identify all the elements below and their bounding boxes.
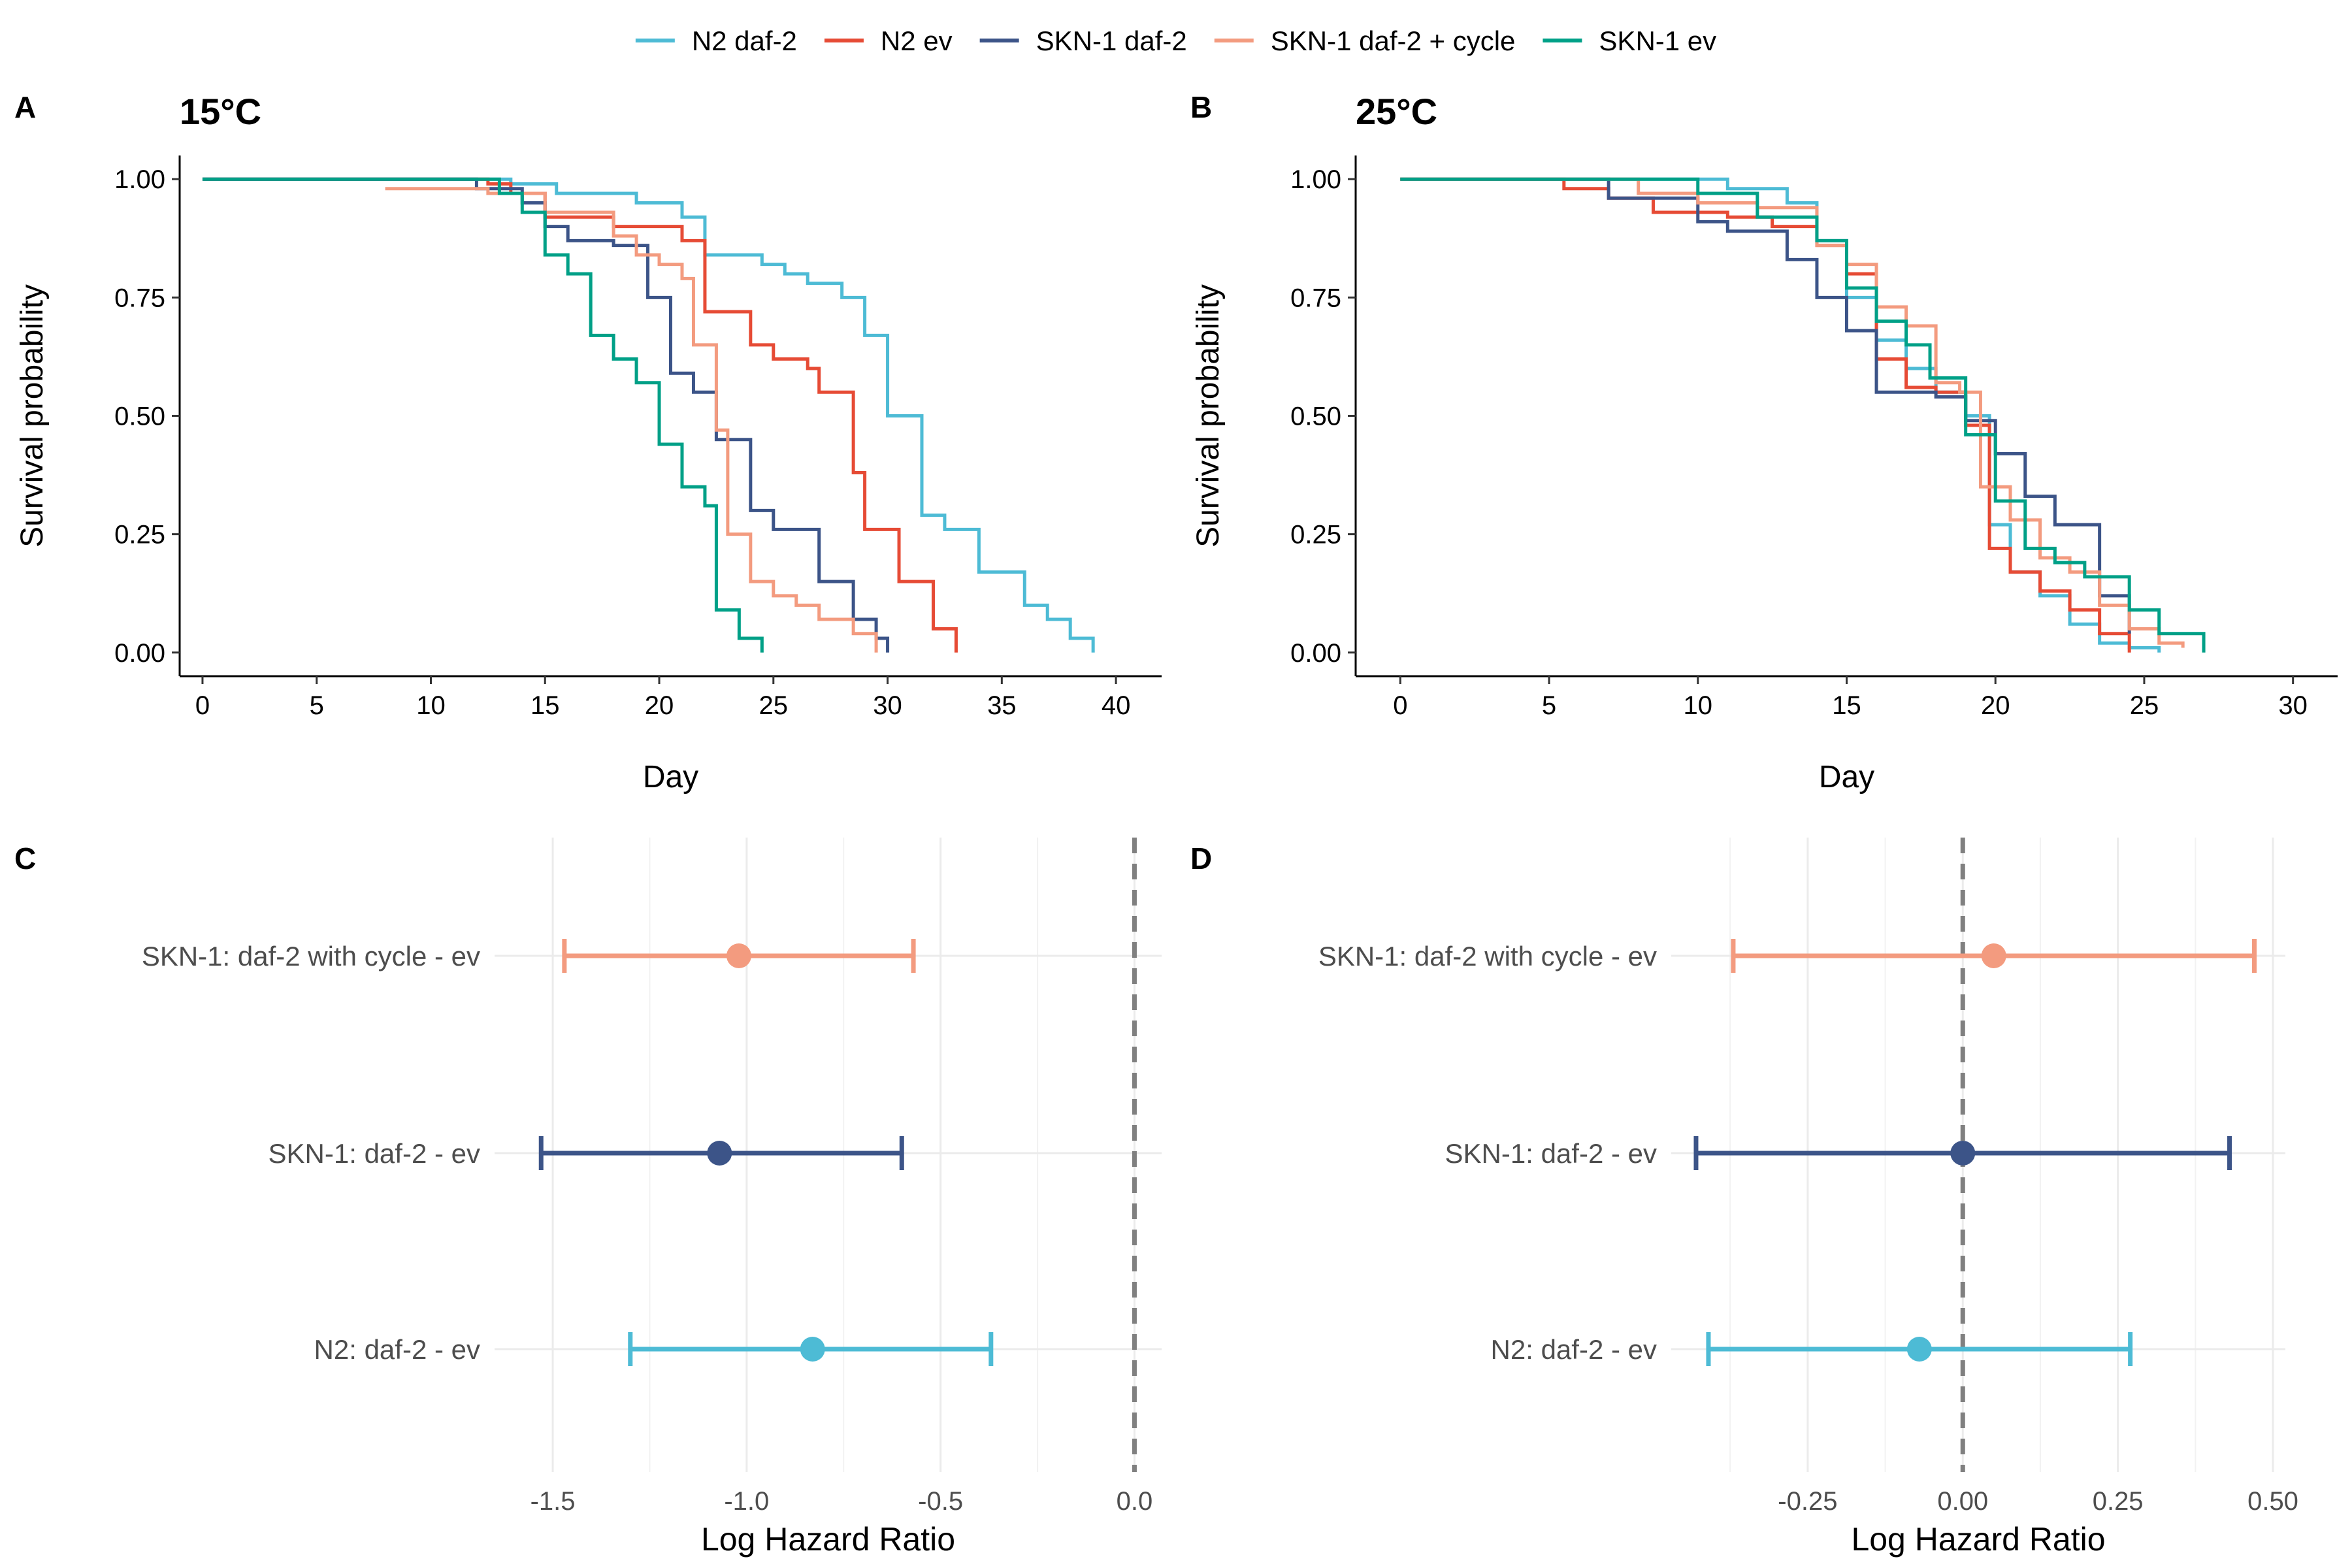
x-axis-title: Day (1819, 760, 1874, 794)
survival-curve-skn-1-ev (202, 177, 764, 653)
row-label-skn-1-daf-2-with-cycle-ev: SKN-1: daf-2 with cycle - ev (1318, 941, 1657, 972)
survival-curve-skn-1-daf-2 (1400, 177, 2131, 634)
x-tick-label: -1.0 (724, 1487, 769, 1516)
x-tick-label: 0.50 (2247, 1487, 2298, 1516)
estimate-point-n2-daf-2-ev (800, 1337, 825, 1362)
x-tick-label: -0.25 (1778, 1487, 1837, 1516)
y-tick-label: 0.00 (1290, 639, 1341, 668)
x-tick-label: 30 (2278, 691, 2308, 720)
legend-label-n2-daf-2: N2 daf-2 (692, 25, 797, 56)
legend-label-skn-1-daf-2-cycle: SKN-1 daf-2 + cycle (1271, 25, 1516, 56)
row-label-skn-1-daf-2-ev: SKN-1: daf-2 - ev (269, 1138, 480, 1169)
x-axis-title: Day (643, 760, 698, 794)
x-tick-label: 15 (531, 691, 560, 720)
panel-letter-c: C (14, 841, 36, 875)
x-tick-label: -0.5 (918, 1487, 963, 1516)
estimate-point-skn-1-daf-2-with-cycle-ev (726, 943, 751, 968)
y-tick-label: 0.50 (1290, 402, 1341, 431)
estimate-point-skn-1-daf-2-ev (707, 1141, 732, 1166)
x-tick-label: 5 (1542, 691, 1556, 720)
panel-a-survival-15c: 0.00 0.25 0.50 0.75 1.00 0 5 10 15 20 25 30 35 40 Day S… (15, 155, 1162, 794)
y-tick-label: 0.50 (114, 402, 165, 431)
survival-curve-n2-daf-2 (202, 177, 1095, 653)
panel-c-hazard-15c: SKN-1: daf-2 with cycle - ev SKN-1: daf-2… (142, 838, 1162, 1558)
survival-curve-n2-ev (1400, 177, 2131, 653)
y-tick-label: 0.25 (1290, 521, 1341, 549)
legend: N2 daf-2 N2 ev SKN-1 daf-2 SKN-1 daf-2 + cy… (635, 25, 1716, 56)
legend-label-n2-ev: N2 ev (881, 25, 953, 56)
x-tick-label: 5 (310, 691, 324, 720)
x-tick-label: 25 (759, 691, 789, 720)
panel-letter-a: A (14, 90, 36, 124)
y-tick-label: 0.75 (114, 284, 165, 312)
x-tick-label: 0.0 (1117, 1487, 1153, 1516)
x-tick-label: 0 (195, 691, 210, 720)
row-label-skn-1-daf-2-with-cycle-ev: SKN-1: daf-2 with cycle - ev (142, 941, 480, 972)
x-tick-label: 25 (2130, 691, 2159, 720)
panel-letter-d: D (1190, 841, 1212, 875)
x-tick-label: 20 (1981, 691, 2010, 720)
x-tick-label: 40 (1102, 691, 1131, 720)
x-axis-title: Log Hazard Ratio (701, 1521, 955, 1558)
legend-label-skn-1-ev: SKN-1 ev (1599, 25, 1716, 56)
estimate-point-n2-daf-2-ev (1906, 1337, 1932, 1362)
x-tick-label: 0.25 (2093, 1487, 2144, 1516)
y-tick-label: 0.75 (1290, 284, 1341, 312)
survival-curve-skn-1-ev (1400, 177, 2206, 653)
y-axis-title: Survival probability (1191, 284, 1226, 547)
panel-b-survival-25c: 0.00 0.25 0.50 0.75 1.00 0 5 10 15 20 25 30 Day Survi… (1191, 155, 2338, 794)
x-tick-label: 0.00 (1937, 1487, 1988, 1516)
x-tick-label: 10 (1684, 691, 1713, 720)
y-tick-label: 1.00 (1290, 165, 1341, 194)
estimate-point-skn-1-daf-2-with-cycle-ev (1981, 943, 2006, 968)
x-tick-label: 0 (1393, 691, 1407, 720)
x-axis-title: Log Hazard Ratio (1851, 1521, 2105, 1558)
x-tick-label: 35 (987, 691, 1017, 720)
x-tick-label: 20 (645, 691, 674, 720)
x-tick-label: 15 (1832, 691, 1861, 720)
y-tick-label: 0.00 (114, 639, 165, 668)
y-axis-title: Survival probability (15, 284, 50, 547)
panel-title-a: 15°C (180, 91, 261, 132)
row-label-skn-1-daf-2-ev: SKN-1: daf-2 - ev (1445, 1138, 1657, 1169)
x-tick-label: 10 (416, 691, 446, 720)
panel-d-hazard-25c: SKN-1: daf-2 with cycle - ev SKN-1: daf-2… (1318, 838, 2298, 1558)
x-tick-label: 30 (873, 691, 902, 720)
estimate-point-skn-1-daf-2-ev (1950, 1141, 1976, 1166)
row-label-n2-daf-2-ev: N2: daf-2 - ev (1491, 1334, 1657, 1365)
row-label-n2-daf-2-ev: N2: daf-2 - ev (314, 1334, 480, 1365)
y-tick-label: 0.25 (114, 521, 165, 549)
panel-letter-b: B (1190, 90, 1212, 124)
y-tick-label: 1.00 (114, 165, 165, 194)
panel-title-b: 25°C (1356, 91, 1437, 132)
x-tick-label: -1.5 (531, 1487, 576, 1516)
survival-curve-skn-1-daf-2-cycle (385, 187, 878, 653)
legend-label-skn-1-daf-2: SKN-1 daf-2 (1036, 25, 1187, 56)
